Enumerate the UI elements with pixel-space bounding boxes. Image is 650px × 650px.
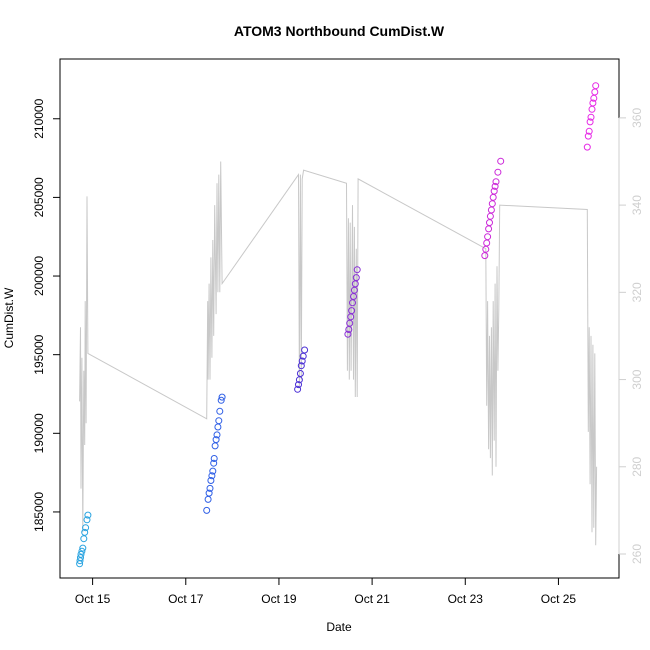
data-point <box>82 524 90 532</box>
points-layer <box>76 82 600 568</box>
y-axis-label: CumDist.W <box>2 287 16 348</box>
data-point <box>295 381 302 389</box>
y-tick-label: 195000 <box>32 334 46 374</box>
data-point <box>213 431 221 439</box>
data-point <box>352 274 360 282</box>
data-point <box>212 436 220 444</box>
data-point <box>77 554 84 562</box>
data-point <box>494 168 502 176</box>
x-tick-label: Oct 25 <box>541 592 577 606</box>
data-point <box>210 459 218 467</box>
data-point <box>592 82 600 90</box>
data-point <box>589 99 597 107</box>
x-tick-label: Oct 17 <box>168 592 204 606</box>
data-point <box>215 417 223 425</box>
right-y-axis: 260 280 300 320 340 360 <box>618 108 644 564</box>
data-point <box>77 550 85 558</box>
data-point <box>83 516 91 524</box>
data-point <box>294 385 302 393</box>
data-point <box>584 132 592 140</box>
data-point <box>217 396 225 404</box>
data-point <box>84 511 92 519</box>
data-point <box>207 477 215 484</box>
y-tick-label: 190000 <box>32 413 46 453</box>
data-point <box>492 178 500 186</box>
x-tick-label: Oct 19 <box>261 592 297 606</box>
data-point <box>585 127 593 135</box>
data-point <box>484 233 492 241</box>
data-point <box>297 362 305 370</box>
right-y-tick-label: 340 <box>630 195 644 215</box>
data-point <box>586 118 594 126</box>
data-point <box>348 307 356 315</box>
data-point <box>203 506 211 514</box>
data-point <box>205 489 213 497</box>
right-y-tick-label: 360 <box>630 108 644 128</box>
right-axis-line-layer <box>79 161 598 546</box>
right-y-tick-label: 280 <box>630 456 644 476</box>
x-axis-label: Date <box>326 620 352 634</box>
data-point <box>490 187 498 195</box>
y-tick-label: 205000 <box>32 177 46 217</box>
data-point <box>296 370 304 377</box>
data-point <box>491 182 499 190</box>
data-point <box>210 455 218 462</box>
x-tick-label: Oct 15 <box>75 592 111 606</box>
data-point <box>81 528 89 536</box>
data-point <box>218 393 226 401</box>
right-axis-line <box>79 161 598 546</box>
data-point <box>587 113 595 121</box>
x-tick-label: Oct 21 <box>354 592 390 606</box>
data-point <box>78 547 86 555</box>
data-point <box>353 266 361 274</box>
data-point <box>344 330 352 338</box>
data-point <box>216 407 224 415</box>
data-point <box>79 544 87 552</box>
data-point <box>209 467 217 475</box>
data-point <box>206 484 214 492</box>
right-y-tick-label: 320 <box>630 282 644 302</box>
chart-title: ATOM3 Northbound CumDist.W <box>234 23 445 39</box>
y-tick-label: 200000 <box>32 256 46 296</box>
data-point <box>298 357 306 365</box>
data-point <box>583 143 591 151</box>
y-axis: 185000 190000 195000 200000 205000 210000 <box>32 98 61 532</box>
y-tick-label: 210000 <box>32 98 46 138</box>
x-tick-label: Oct 23 <box>448 592 484 606</box>
y-tick-label: 185000 <box>32 492 46 532</box>
right-y-tick-label: 260 <box>630 544 644 564</box>
x-axis: Oct 15 Oct 17 Oct 19 Oct 21 Oct 23 Oct 25 <box>75 577 577 606</box>
right-y-tick-label: 300 <box>630 369 644 389</box>
data-point <box>301 346 309 354</box>
data-point <box>208 472 216 480</box>
data-point <box>497 157 505 165</box>
